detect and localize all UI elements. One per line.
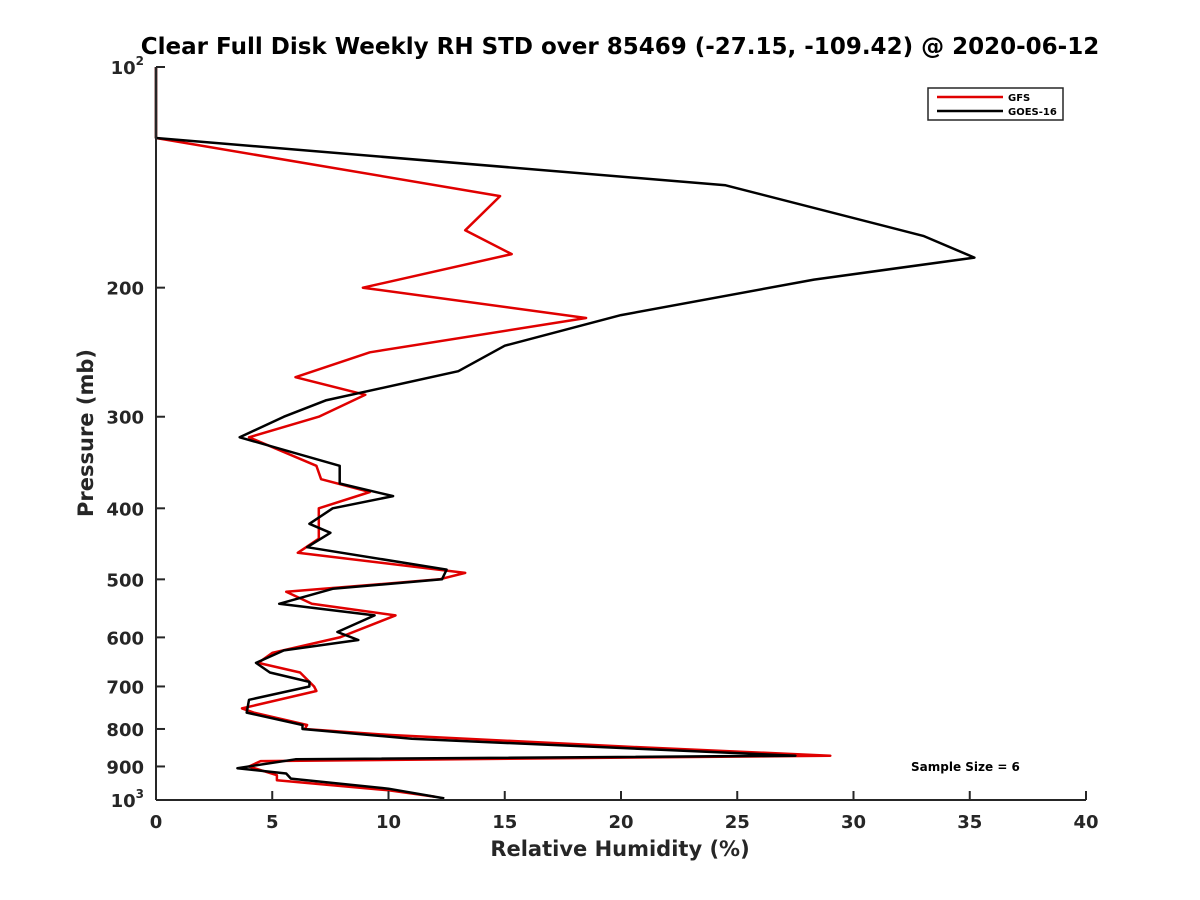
x-tick-label: 15 xyxy=(492,812,517,833)
y-tick-label: 600 xyxy=(106,628,144,649)
legend-label-gfs: GFS xyxy=(1008,93,1030,104)
y-tick-exponent: 2 xyxy=(136,54,144,68)
y-tick-label: 500 xyxy=(106,570,144,591)
legend-box xyxy=(927,87,1064,121)
x-tick-label: 40 xyxy=(1073,812,1098,833)
series-line-goes-16 xyxy=(154,67,976,800)
y-tick-label: 700 xyxy=(106,677,144,698)
y-tick-exponent: 3 xyxy=(136,787,144,801)
legend: GFS GOES-16 xyxy=(927,87,1064,121)
chart-title: Clear Full Disk Weekly RH STD over 85469… xyxy=(141,34,1099,60)
series-line-gfs xyxy=(154,67,832,799)
x-tick-label: 0 xyxy=(150,812,163,833)
sample-size-annotation: Sample Size = 6 xyxy=(911,760,1020,774)
y-tick-label: 900 xyxy=(106,757,144,778)
y-tick-label: 300 xyxy=(106,408,144,429)
y-tick-label: 200 xyxy=(106,279,144,300)
x-tick-label: 30 xyxy=(841,812,866,833)
y-tick-label: 400 xyxy=(106,499,144,520)
x-tick-label: 20 xyxy=(608,812,633,833)
x-tick-label: 35 xyxy=(957,812,982,833)
series-layer xyxy=(154,67,976,800)
y-tick-label: 800 xyxy=(106,720,144,741)
plot-area: 0 5 10 15 20 25 30 35 40 10220030040050060070080… xyxy=(106,54,1098,833)
x-tick-label: 10 xyxy=(376,812,401,833)
x-tick-label: 5 xyxy=(266,812,279,833)
y-axis-label: Pressure (mb) xyxy=(74,349,98,517)
legend-label-goes16: GOES-16 xyxy=(1008,107,1057,118)
x-axis-label: Relative Humidity (%) xyxy=(490,837,749,861)
x-tick-label: 25 xyxy=(725,812,750,833)
x-axis-ticks: 0 5 10 15 20 25 30 35 40 xyxy=(150,791,1099,833)
plot-background xyxy=(156,67,1086,800)
